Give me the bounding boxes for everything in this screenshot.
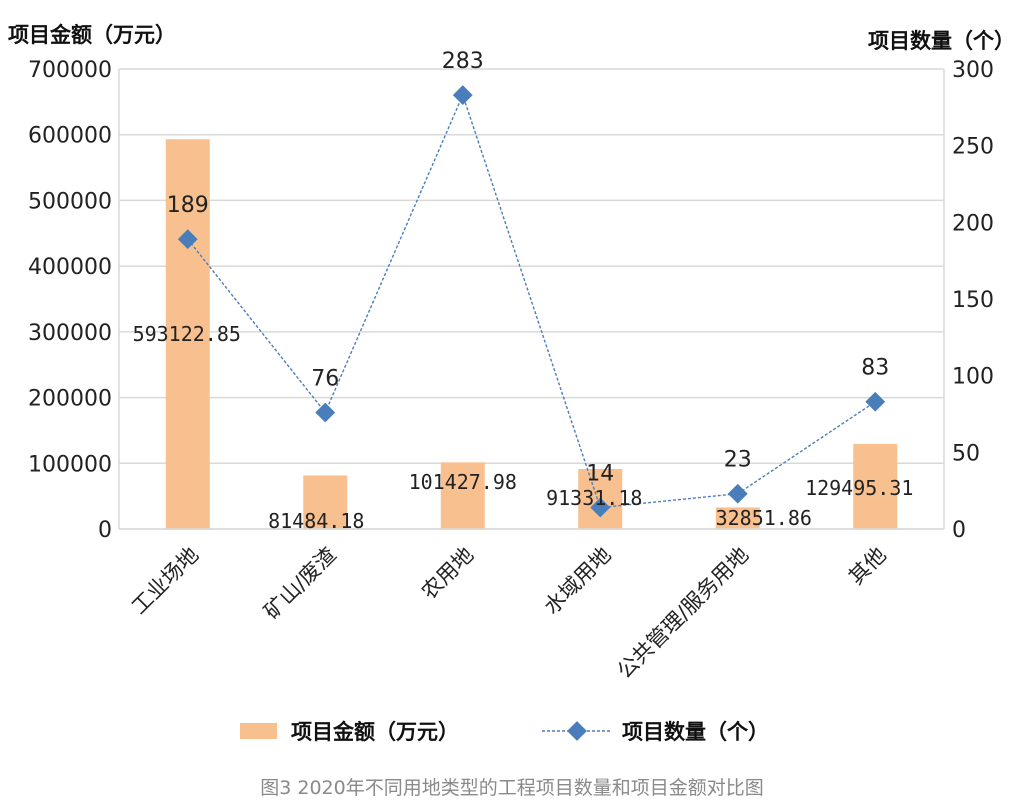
bar-data-labels: 593122.85 81484.18 101427.98 91331.18 32851.…	[133, 322, 914, 533]
legend-bar-label: 项目金额（万元）	[291, 720, 459, 744]
left-tick-label: 600000	[28, 124, 112, 149]
right-tick-label: 250	[952, 135, 994, 160]
right-tick-label: 0	[952, 518, 966, 543]
figure-caption: 图3 2020年不同用地类型的工程项目数量和项目金额对比图	[260, 777, 763, 799]
right-tick-label: 300	[952, 58, 994, 83]
left-tick-label: 400000	[28, 255, 112, 280]
left-axis-title: 项目金额（万元）	[8, 23, 176, 47]
bar	[440, 462, 485, 529]
left-ticks: 0 100000 200000 300000 400000 500000 600000 700…	[28, 58, 112, 543]
category-label: 其他	[844, 543, 891, 590]
point-data-label: 283	[442, 49, 484, 74]
category-label: 农用地	[417, 543, 479, 605]
legend-diamond-marker	[567, 721, 587, 741]
bar-data-label: 129495.31	[805, 476, 913, 500]
data-point-marker	[865, 391, 886, 412]
bar-data-label: 91331.18	[546, 486, 642, 510]
bar	[715, 507, 760, 529]
point-data-label: 83	[861, 356, 889, 381]
bar-data-label: 101427.98	[409, 470, 517, 494]
bar-data-label: 81484.18	[268, 509, 364, 533]
bar	[165, 139, 210, 529]
point-data-labels: 189 76 283 14 23 83	[167, 49, 890, 486]
left-tick-label: 0	[98, 518, 112, 543]
line-series	[177, 85, 886, 518]
category-label: 水域用地	[539, 543, 615, 619]
bars	[165, 139, 898, 529]
right-tick-label: 50	[952, 441, 980, 466]
data-point-marker	[315, 402, 336, 423]
gridlines	[119, 68, 944, 530]
bar	[853, 443, 898, 529]
category-label: 矿山/废渣	[259, 543, 340, 624]
right-tick-label: 200	[952, 211, 994, 236]
right-axis-title: 项目数量（个）	[868, 29, 1015, 53]
right-tick-label: 100	[952, 365, 994, 390]
left-tick-label: 100000	[28, 452, 112, 477]
bar	[303, 475, 348, 529]
left-tick-label: 200000	[28, 387, 112, 412]
legend-line-label: 项目数量（个）	[622, 720, 769, 744]
legend: 项目金额（万元） 项目数量（个）	[240, 720, 769, 744]
category-label: 工业场地	[127, 543, 203, 619]
point-data-label: 14	[586, 462, 614, 487]
right-tick-label: 150	[952, 288, 994, 313]
series-line	[187, 93, 876, 509]
right-ticks: 0 50 100 150 200 250 300	[952, 58, 994, 543]
data-point-marker	[177, 229, 198, 250]
point-data-label: 189	[167, 193, 209, 218]
left-tick-label: 700000	[28, 58, 112, 83]
left-tick-label: 500000	[28, 189, 112, 214]
bar-data-label: 593122.85	[133, 322, 241, 346]
point-data-label: 23	[724, 448, 752, 473]
data-point-marker	[452, 85, 473, 105]
axes	[118, 69, 945, 530]
point-data-label: 76	[311, 366, 339, 391]
bar-data-label: 32851.86	[716, 506, 812, 530]
data-point-marker	[590, 497, 611, 518]
data-point-marker	[727, 483, 748, 504]
legend-bar-swatch	[240, 723, 277, 739]
left-tick-label: 300000	[28, 321, 112, 346]
category-label: 公共管理/服务用地	[613, 543, 754, 684]
